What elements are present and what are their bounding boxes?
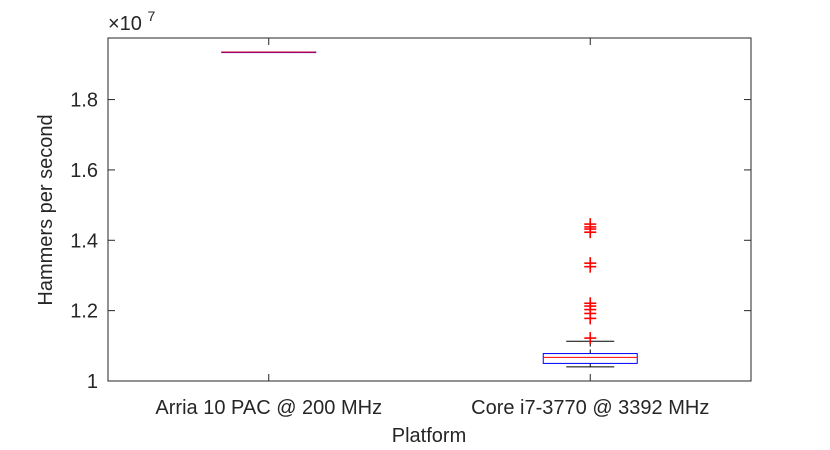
y-axis: 1 1.2 1.4 1.6 1.8 <box>70 90 751 393</box>
y-axis-label: Hammers per second <box>35 114 57 305</box>
y-tick-label: 1 <box>87 371 98 393</box>
y-tick-label: 1.4 <box>70 230 98 252</box>
y-scale-exponent: 7 <box>148 8 156 24</box>
outlier-point <box>584 218 597 231</box>
x-axis: Arria 10 PAC @ 200 MHz Core i7-3770 @ 339… <box>155 38 709 419</box>
y-scale-exponent-label: ×10 7 <box>108 8 156 35</box>
x-tick-label: Arria 10 PAC @ 200 MHz <box>155 397 382 419</box>
y-tick-label: 1.2 <box>70 301 98 323</box>
outlier-point <box>584 297 597 310</box>
y-tick-label: 1.6 <box>70 160 98 182</box>
y-scale-base: ×10 <box>108 13 142 35</box>
x-tick-label: Core i7-3770 @ 3392 MHz <box>471 397 709 419</box>
box-1 <box>221 51 317 54</box>
outlier-point <box>584 332 597 345</box>
y-tick-label: 1.8 <box>70 90 98 112</box>
outlier-point <box>584 257 597 270</box>
box-2 <box>542 218 638 368</box>
box-iqr <box>542 353 638 364</box>
boxes-layer <box>221 51 638 368</box>
x-axis-label: Platform <box>392 425 466 447</box>
plot-area <box>107 37 752 382</box>
